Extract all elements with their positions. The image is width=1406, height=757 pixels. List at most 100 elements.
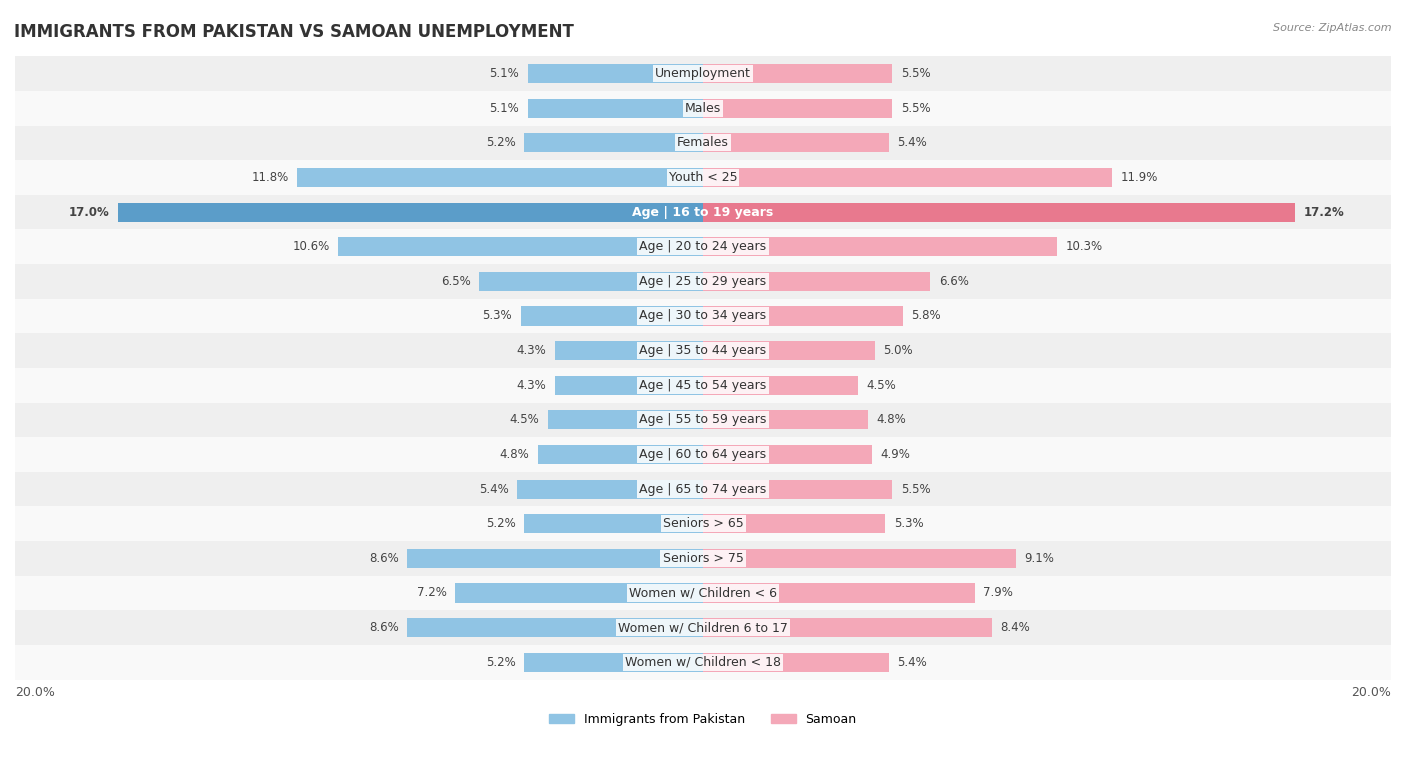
Text: 5.2%: 5.2%: [485, 656, 516, 668]
Bar: [703, 98, 893, 118]
Text: 5.4%: 5.4%: [897, 656, 927, 668]
Text: 5.0%: 5.0%: [883, 344, 914, 357]
Text: IMMIGRANTS FROM PAKISTAN VS SAMOAN UNEMPLOYMENT: IMMIGRANTS FROM PAKISTAN VS SAMOAN UNEMP…: [14, 23, 574, 41]
Bar: [15, 541, 1391, 575]
Bar: [297, 168, 703, 187]
Text: Age | 20 to 24 years: Age | 20 to 24 years: [640, 240, 766, 254]
Text: 5.5%: 5.5%: [901, 67, 931, 80]
Bar: [15, 610, 1391, 645]
Bar: [15, 472, 1391, 506]
Bar: [408, 549, 703, 568]
Text: 5.3%: 5.3%: [894, 517, 924, 530]
Text: 7.9%: 7.9%: [983, 587, 1014, 600]
Text: Age | 55 to 59 years: Age | 55 to 59 years: [640, 413, 766, 426]
Bar: [703, 584, 974, 603]
Text: Age | 25 to 29 years: Age | 25 to 29 years: [640, 275, 766, 288]
Text: 4.5%: 4.5%: [510, 413, 540, 426]
Bar: [524, 514, 703, 533]
Text: 20.0%: 20.0%: [15, 686, 55, 699]
Text: Seniors > 65: Seniors > 65: [662, 517, 744, 530]
Bar: [15, 264, 1391, 299]
Text: Males: Males: [685, 101, 721, 115]
Text: Age | 60 to 64 years: Age | 60 to 64 years: [640, 448, 766, 461]
Bar: [339, 237, 703, 257]
Text: Age | 35 to 44 years: Age | 35 to 44 years: [640, 344, 766, 357]
Text: Youth < 25: Youth < 25: [669, 171, 737, 184]
Bar: [703, 341, 875, 360]
Bar: [15, 645, 1391, 680]
Text: 11.9%: 11.9%: [1121, 171, 1159, 184]
Bar: [703, 653, 889, 671]
Text: Age | 16 to 19 years: Age | 16 to 19 years: [633, 206, 773, 219]
Bar: [15, 438, 1391, 472]
Text: 5.8%: 5.8%: [911, 310, 941, 322]
Bar: [118, 203, 703, 222]
Text: 5.4%: 5.4%: [897, 136, 927, 149]
Bar: [703, 480, 893, 499]
Bar: [703, 203, 1295, 222]
Bar: [15, 575, 1391, 610]
Text: 5.1%: 5.1%: [489, 101, 519, 115]
Bar: [524, 653, 703, 671]
Text: 10.6%: 10.6%: [292, 240, 330, 254]
Bar: [703, 410, 868, 429]
Text: 4.3%: 4.3%: [517, 344, 547, 357]
Bar: [15, 195, 1391, 229]
Bar: [703, 514, 886, 533]
Bar: [555, 375, 703, 394]
Text: Women w/ Children < 6: Women w/ Children < 6: [628, 587, 778, 600]
Text: 10.3%: 10.3%: [1066, 240, 1104, 254]
Text: 4.9%: 4.9%: [880, 448, 910, 461]
Bar: [15, 160, 1391, 195]
Text: Women w/ Children < 18: Women w/ Children < 18: [626, 656, 780, 668]
Text: 6.5%: 6.5%: [441, 275, 471, 288]
Bar: [703, 237, 1057, 257]
Text: 4.8%: 4.8%: [499, 448, 529, 461]
Bar: [555, 341, 703, 360]
Bar: [524, 133, 703, 152]
Text: 4.5%: 4.5%: [866, 378, 896, 391]
Legend: Immigrants from Pakistan, Samoan: Immigrants from Pakistan, Samoan: [544, 708, 862, 731]
Bar: [703, 549, 1017, 568]
Bar: [527, 64, 703, 83]
Bar: [15, 229, 1391, 264]
Text: Unemployment: Unemployment: [655, 67, 751, 80]
Text: Females: Females: [678, 136, 728, 149]
Text: 8.4%: 8.4%: [1001, 621, 1031, 634]
Bar: [15, 403, 1391, 438]
Text: 5.3%: 5.3%: [482, 310, 512, 322]
Text: 8.6%: 8.6%: [368, 552, 398, 565]
Text: 7.2%: 7.2%: [416, 587, 447, 600]
Text: Age | 30 to 34 years: Age | 30 to 34 years: [640, 310, 766, 322]
Bar: [703, 375, 858, 394]
Bar: [703, 445, 872, 464]
Text: 11.8%: 11.8%: [252, 171, 288, 184]
Bar: [703, 618, 993, 637]
Bar: [15, 91, 1391, 126]
Text: 5.2%: 5.2%: [485, 517, 516, 530]
Bar: [15, 333, 1391, 368]
Text: 5.1%: 5.1%: [489, 67, 519, 80]
Text: Seniors > 75: Seniors > 75: [662, 552, 744, 565]
Bar: [408, 618, 703, 637]
Bar: [15, 56, 1391, 91]
Bar: [15, 299, 1391, 333]
Text: 8.6%: 8.6%: [368, 621, 398, 634]
Text: Source: ZipAtlas.com: Source: ZipAtlas.com: [1274, 23, 1392, 33]
Text: 6.6%: 6.6%: [939, 275, 969, 288]
Text: 5.5%: 5.5%: [901, 483, 931, 496]
Text: 17.2%: 17.2%: [1303, 206, 1344, 219]
Text: 4.8%: 4.8%: [877, 413, 907, 426]
Bar: [703, 64, 893, 83]
Bar: [703, 133, 889, 152]
Bar: [517, 480, 703, 499]
Text: 17.0%: 17.0%: [69, 206, 110, 219]
Bar: [527, 98, 703, 118]
Text: 5.5%: 5.5%: [901, 101, 931, 115]
Bar: [538, 445, 703, 464]
Bar: [15, 506, 1391, 541]
Text: 20.0%: 20.0%: [1351, 686, 1391, 699]
Bar: [456, 584, 703, 603]
Text: Age | 45 to 54 years: Age | 45 to 54 years: [640, 378, 766, 391]
Bar: [15, 126, 1391, 160]
